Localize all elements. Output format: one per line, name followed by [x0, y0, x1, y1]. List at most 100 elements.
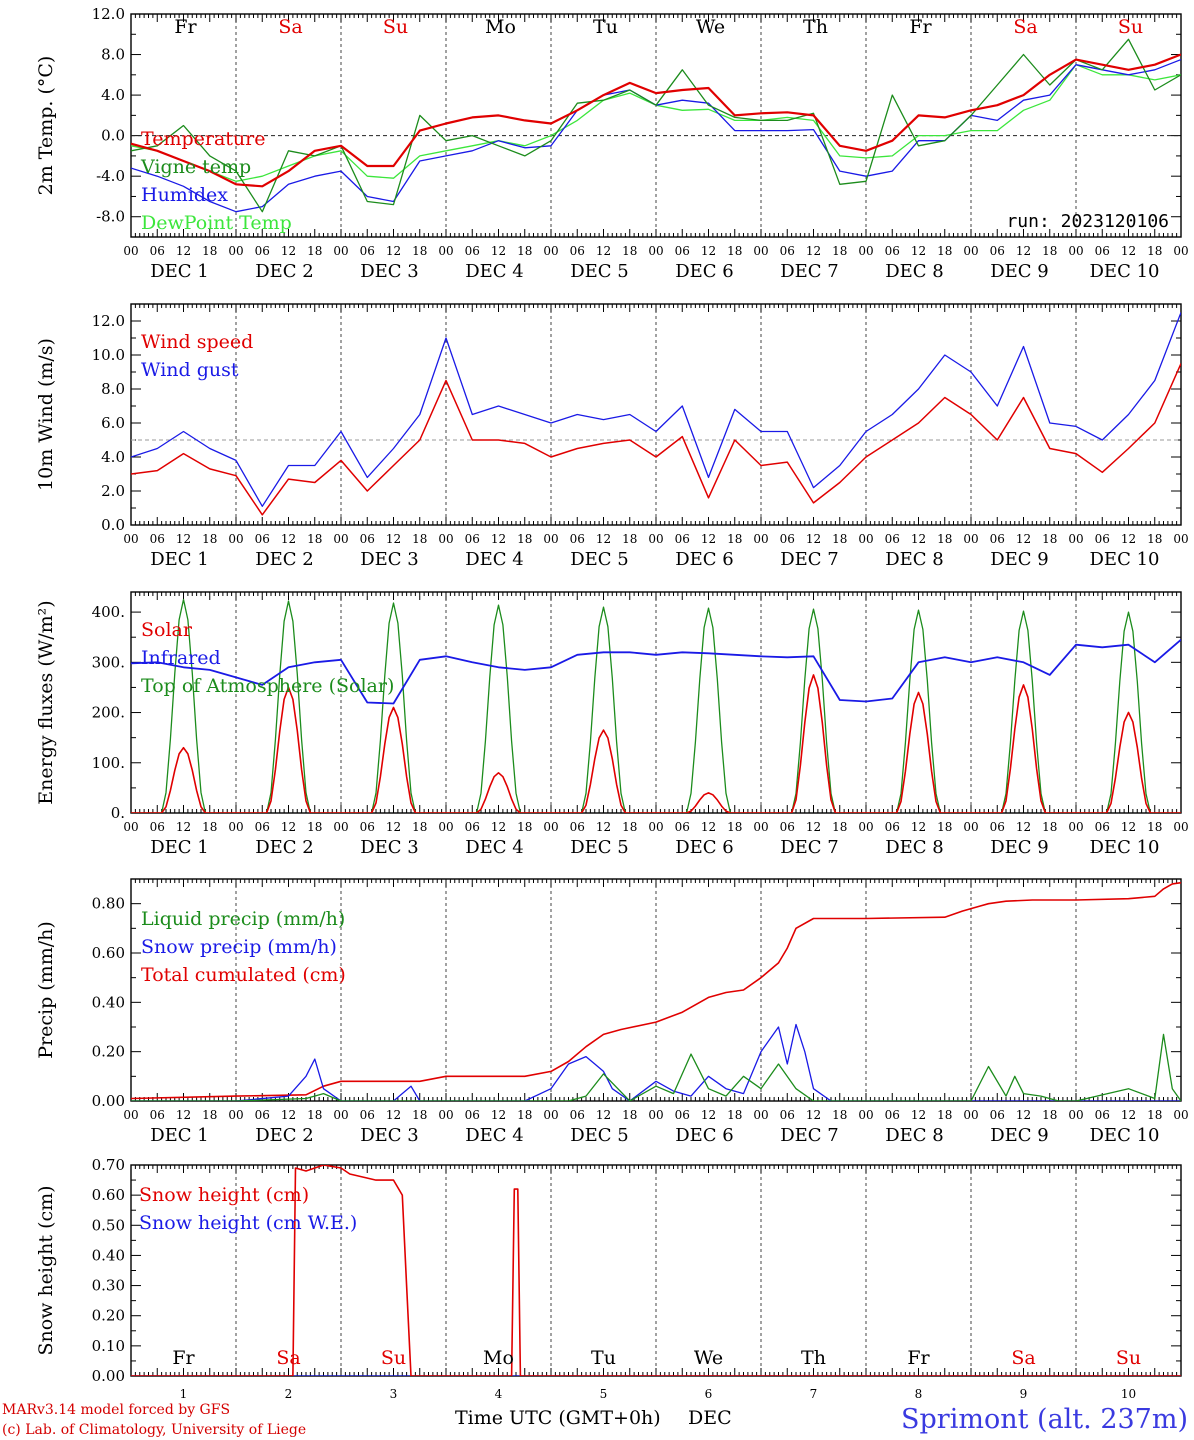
hour-tick-label: 00 — [648, 1108, 663, 1122]
hour-tick-label: 06 — [1095, 532, 1110, 546]
hour-tick-label: 06 — [150, 244, 165, 258]
day-of-week-label: Mo — [483, 1347, 514, 1369]
day-of-week-label: Sa — [276, 1347, 300, 1369]
y-tick-label: 8.0 — [101, 380, 125, 398]
date-label: DEC 4 — [465, 261, 524, 282]
hour-tick-label: 06 — [1095, 1108, 1110, 1122]
hour-tick-label: 18 — [202, 532, 217, 546]
legend-entry: Humidex — [141, 184, 228, 206]
y-tick-label: 0.20 — [92, 1043, 125, 1061]
day-of-week-label: Fr — [907, 1347, 930, 1369]
hour-tick-label: 00 — [648, 532, 663, 546]
hour-tick-label: 06 — [150, 532, 165, 546]
hour-tick-label: 18 — [832, 1108, 847, 1122]
series-line-wind-gust — [131, 312, 1181, 507]
hour-tick-label: 18 — [202, 244, 217, 258]
y-tick-label: -8.0 — [96, 208, 125, 226]
hour-tick-label: 06 — [990, 1108, 1005, 1122]
hour-tick-label: 00 — [543, 244, 558, 258]
date-label: DEC 1 — [150, 261, 209, 282]
day-number-label: 10 — [1121, 1387, 1136, 1401]
hour-tick-label: 12 — [491, 244, 506, 258]
hour-tick-label: 18 — [1147, 532, 1162, 546]
hour-tick-label: 18 — [412, 1108, 427, 1122]
hour-tick-label: 00 — [1068, 1108, 1083, 1122]
hour-tick-label: 12 — [1121, 1108, 1136, 1122]
date-label: DEC 10 — [1090, 549, 1160, 570]
date-label: DEC 4 — [465, 549, 524, 570]
day-number-label: 8 — [915, 1387, 923, 1401]
panel-snow: 0.00 0.10 0.20 0.30 0.40 0.50 0.60 0.70 Snow hei… — [35, 1156, 1182, 1401]
hour-tick-label: 06 — [780, 1108, 795, 1122]
hour-tick-label: 12 — [176, 820, 191, 834]
hour-tick-label: 18 — [517, 820, 532, 834]
hour-tick-label: 00 — [438, 244, 453, 258]
hour-tick-label: 00 — [543, 820, 558, 834]
series-line-wind-speed — [131, 363, 1181, 516]
hour-tick-label: 18 — [412, 820, 427, 834]
day-of-week-label: Fr — [174, 16, 197, 38]
hour-tick-label: 18 — [307, 1108, 322, 1122]
hour-tick-label: 00 — [858, 244, 873, 258]
hour-tick-label: 12 — [176, 532, 191, 546]
hour-tick-label: 12 — [176, 1108, 191, 1122]
day-of-week-label: Sa — [1013, 16, 1037, 38]
hour-tick-label: 18 — [202, 820, 217, 834]
hour-tick-label: 18 — [832, 532, 847, 546]
hour-tick-label: 12 — [281, 532, 296, 546]
footer: MARv3.14 model forced by GFS (c) Lab. of … — [2, 1402, 1188, 1438]
date-label: DEC 6 — [675, 261, 734, 282]
hour-tick-label: 12 — [1121, 532, 1136, 546]
hour-tick-label: 18 — [622, 1108, 637, 1122]
series-line-top-of-atmosphere-solar- — [131, 598, 1181, 813]
hour-tick-label: 06 — [465, 244, 480, 258]
hour-tick-label: 12 — [911, 532, 926, 546]
hour-tick-label: 18 — [307, 820, 322, 834]
series-line-total-cumulated-cm- — [131, 881, 1181, 1100]
hour-tick-label: 12 — [806, 244, 821, 258]
series-group — [131, 598, 1181, 813]
hour-tick-label: 06 — [990, 532, 1005, 546]
hour-tick-label: 12 — [281, 820, 296, 834]
date-label: DEC 2 — [255, 1125, 314, 1146]
hour-tick-label: 12 — [806, 532, 821, 546]
hour-tick-label: 00 — [123, 244, 138, 258]
legend-entry: Vigne temp — [140, 156, 251, 178]
hour-tick-label: 18 — [1042, 244, 1057, 258]
day-of-week-label: Tu — [591, 1347, 616, 1369]
date-label: DEC 2 — [255, 837, 314, 858]
hour-tick-label: 12 — [911, 1108, 926, 1122]
hour-tick-label: 00 — [333, 1108, 348, 1122]
hour-tick-label: 00 — [228, 820, 243, 834]
day-of-week-label: Th — [803, 16, 828, 38]
hour-tick-label: 12 — [1016, 1108, 1031, 1122]
hour-tick-label: 06 — [675, 820, 690, 834]
hour-tick-label: 06 — [255, 244, 270, 258]
hour-tick-label: 12 — [596, 820, 611, 834]
hour-tick-label: 00 — [228, 244, 243, 258]
date-label: DEC 8 — [885, 549, 944, 570]
y-tick-label: 4.0 — [101, 86, 125, 104]
hour-tick-label: 00 — [123, 532, 138, 546]
day-of-week-label: Fr — [909, 16, 932, 38]
hour-tick-label: 00 — [123, 820, 138, 834]
hour-tick-label: 18 — [517, 532, 532, 546]
x-axis-label: Time UTC (GMT+0h) — [455, 1407, 661, 1429]
series-group — [131, 38, 1181, 213]
model-credit: MARv3.14 model forced by GFS — [2, 1402, 230, 1418]
hour-tick-label: 12 — [911, 820, 926, 834]
panel-wind: 0.0 2.0 4.0 6.0 8.0 10.0 12.0 10m Wind (m/s) Win… — [35, 303, 1189, 570]
y-axis-label: Precip (mm/h) — [35, 921, 57, 1059]
hour-tick-label: 12 — [491, 532, 506, 546]
hour-tick-label: 18 — [1042, 820, 1057, 834]
y-tick-label: 4.0 — [101, 448, 125, 466]
y-tick-label: 0.10 — [92, 1337, 125, 1355]
hour-tick-label: 00 — [753, 244, 768, 258]
y-tick-label: 300. — [92, 653, 125, 671]
day-number-label: 3 — [390, 1387, 398, 1401]
series-line-temperature — [131, 53, 1181, 188]
date-label: DEC 1 — [150, 837, 209, 858]
day-of-week-label: Su — [381, 1347, 406, 1369]
date-label: DEC 6 — [675, 549, 734, 570]
hour-tick-label: 18 — [1147, 820, 1162, 834]
